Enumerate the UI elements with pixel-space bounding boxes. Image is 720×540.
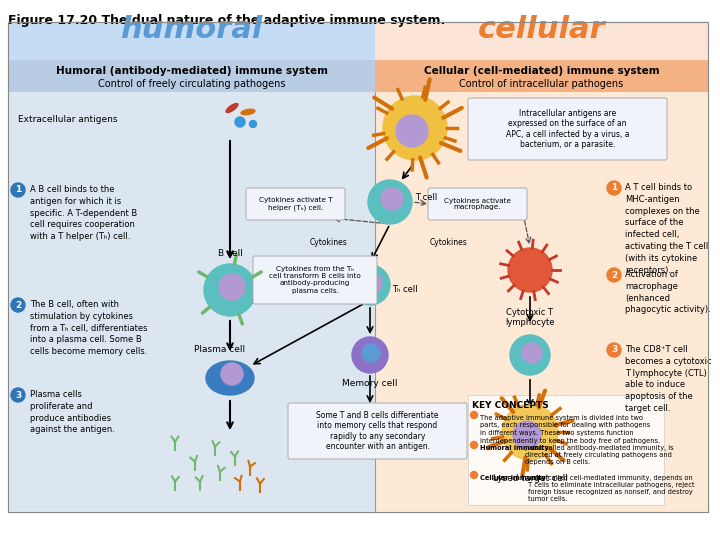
Text: Cytokines from the Tₕ
cell transform B cells into
antibody-producing
plasma cell: Cytokines from the Tₕ cell transform B c… xyxy=(269,267,361,294)
Circle shape xyxy=(522,343,542,363)
Circle shape xyxy=(510,335,550,375)
Ellipse shape xyxy=(206,361,254,395)
Text: T cell: T cell xyxy=(415,193,437,202)
Text: Humoral immunity: Humoral immunity xyxy=(480,445,549,451)
Circle shape xyxy=(607,268,621,282)
Circle shape xyxy=(362,273,382,293)
Circle shape xyxy=(235,117,245,127)
Text: A B cell binds to the
antigen for which it is
specific. A T-dependent B
cell req: A B cell binds to the antigen for which … xyxy=(30,185,138,241)
Circle shape xyxy=(11,183,25,197)
FancyBboxPatch shape xyxy=(375,60,708,92)
Circle shape xyxy=(352,337,388,373)
Text: Control of intracellular pathogens: Control of intracellular pathogens xyxy=(459,79,624,89)
Text: Some T and B cells differentiate
into memory cells that respond
rapidly to any s: Some T and B cells differentiate into me… xyxy=(316,411,438,451)
Text: humoral: humoral xyxy=(120,15,263,44)
Circle shape xyxy=(607,181,621,195)
Circle shape xyxy=(470,471,477,478)
Text: , also called antibody-mediated immunity, is
directed at freely circulating path: , also called antibody-mediated immunity… xyxy=(525,445,673,465)
FancyBboxPatch shape xyxy=(246,188,345,220)
Text: KEY CONCEPTS: KEY CONCEPTS xyxy=(472,401,549,410)
Circle shape xyxy=(396,115,428,147)
Text: 3: 3 xyxy=(15,390,21,400)
Text: Lysed target cell: Lysed target cell xyxy=(492,474,567,483)
Text: 1: 1 xyxy=(611,184,617,192)
Text: , also called cell-mediated immunity, depends on
T cells to eliminate intracellu: , also called cell-mediated immunity, de… xyxy=(528,475,694,502)
Circle shape xyxy=(250,120,256,127)
Circle shape xyxy=(221,363,243,385)
Text: Memory cell: Memory cell xyxy=(342,379,397,388)
Text: 2: 2 xyxy=(611,271,617,280)
Ellipse shape xyxy=(226,104,238,112)
Text: Figure 17.20 The dual nature of the adaptive immune system.: Figure 17.20 The dual nature of the adap… xyxy=(8,14,445,27)
Circle shape xyxy=(368,180,412,224)
FancyBboxPatch shape xyxy=(8,22,708,512)
Text: Cytokines: Cytokines xyxy=(310,238,348,247)
Text: Cytokines activate T
helper (Tₕ) cell.: Cytokines activate T helper (Tₕ) cell. xyxy=(258,197,333,211)
Circle shape xyxy=(502,404,558,460)
Text: cellular: cellular xyxy=(477,15,606,44)
Circle shape xyxy=(383,96,447,160)
Text: 2: 2 xyxy=(15,300,21,309)
FancyBboxPatch shape xyxy=(468,98,667,160)
FancyBboxPatch shape xyxy=(8,22,375,512)
Circle shape xyxy=(350,265,390,305)
Text: Plasma cells
proliferate and
produce antibodies
against the antigen.: Plasma cells proliferate and produce ant… xyxy=(30,390,115,434)
Text: The CD8⁺T cell
becomes a cytotoxic
T lymphocyte (CTL)
able to induce
apoptosis o: The CD8⁺T cell becomes a cytotoxic T lym… xyxy=(625,345,711,413)
Text: Cytotoxic T
lymphocyte: Cytotoxic T lymphocyte xyxy=(505,308,554,327)
Text: Intracellular antigens are
expressed on the surface of an
APC, a cell infected b: Intracellular antigens are expressed on … xyxy=(505,109,629,149)
FancyBboxPatch shape xyxy=(468,395,664,505)
Text: Cytokines activate
macrophage.: Cytokines activate macrophage. xyxy=(444,198,511,211)
Circle shape xyxy=(204,264,256,316)
Text: Activation of
macrophage
(enhanced
phagocytic activity).: Activation of macrophage (enhanced phago… xyxy=(625,270,711,314)
Text: Cytokines: Cytokines xyxy=(430,238,468,247)
Circle shape xyxy=(362,344,380,362)
Circle shape xyxy=(381,188,403,210)
Text: B cell: B cell xyxy=(217,249,243,258)
Circle shape xyxy=(508,248,552,292)
Circle shape xyxy=(607,343,621,357)
Circle shape xyxy=(470,411,477,418)
Text: Plasma cell: Plasma cell xyxy=(194,345,246,354)
Ellipse shape xyxy=(241,109,255,114)
Text: Tₕ cell: Tₕ cell xyxy=(392,285,418,294)
Text: The B cell, often with
stimulation by cytokines
from a Tₕ cell, differentiates
i: The B cell, often with stimulation by cy… xyxy=(30,300,148,356)
FancyBboxPatch shape xyxy=(8,22,375,60)
Text: The adaptive immune system is divided into two
parts, each responsible for deali: The adaptive immune system is divided in… xyxy=(480,415,660,443)
Text: Cellular (cell-mediated) immune system: Cellular (cell-mediated) immune system xyxy=(423,66,660,76)
Circle shape xyxy=(513,421,541,449)
Circle shape xyxy=(219,274,245,300)
FancyBboxPatch shape xyxy=(8,60,375,92)
Circle shape xyxy=(470,442,477,449)
Text: 1: 1 xyxy=(15,186,21,194)
FancyBboxPatch shape xyxy=(375,22,708,512)
Circle shape xyxy=(11,388,25,402)
Text: Cellular immunity: Cellular immunity xyxy=(480,475,546,481)
Text: A T cell binds to
MHC-antigen
complexes on the
surface of the
infected cell,
act: A T cell binds to MHC-antigen complexes … xyxy=(625,183,708,275)
Text: 3: 3 xyxy=(611,346,617,354)
FancyBboxPatch shape xyxy=(288,403,467,459)
FancyBboxPatch shape xyxy=(253,256,377,304)
Circle shape xyxy=(11,298,25,312)
Text: Extracellular antigens: Extracellular antigens xyxy=(18,115,117,124)
Text: Control of freely circulating pathogens: Control of freely circulating pathogens xyxy=(98,79,285,89)
FancyBboxPatch shape xyxy=(428,188,527,220)
FancyBboxPatch shape xyxy=(375,22,708,60)
Text: Humoral (antibody-mediated) immune system: Humoral (antibody-mediated) immune syste… xyxy=(55,66,328,76)
